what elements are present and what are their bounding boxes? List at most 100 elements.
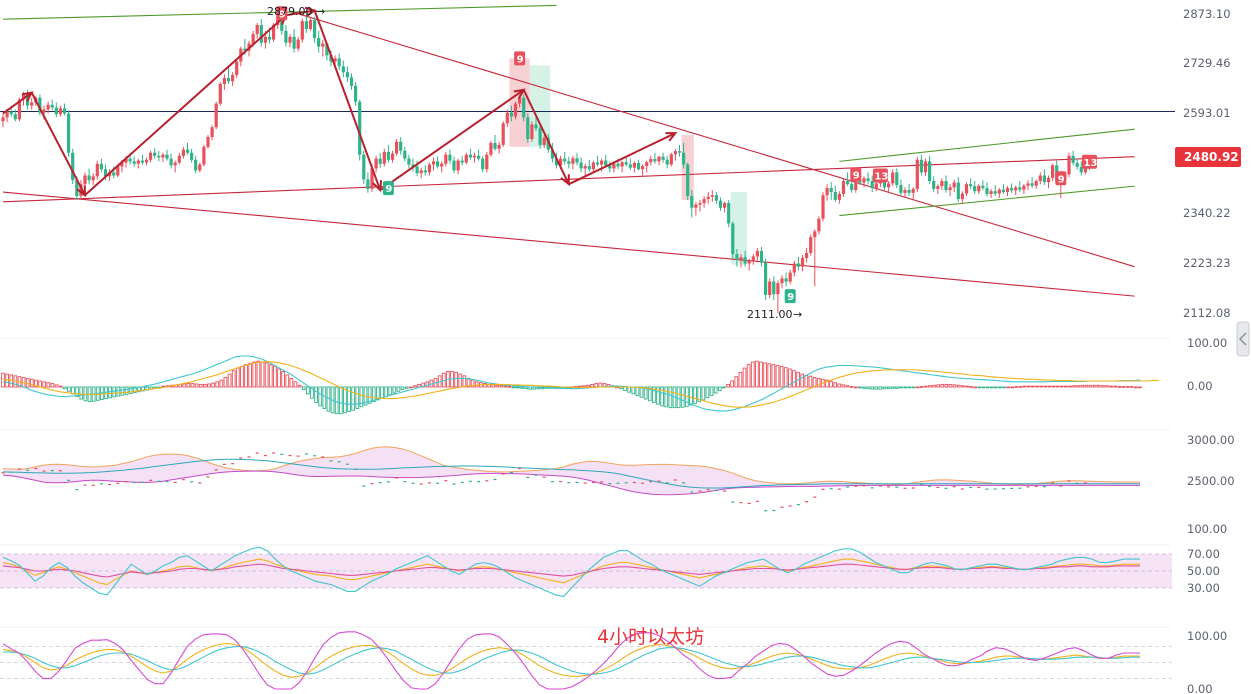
y-tick-label: 2729.46: [1183, 56, 1231, 70]
macd-bar-up: [1134, 386, 1138, 389]
candle-down: [87, 175, 91, 181]
y-tick-label: 70.00: [1187, 547, 1220, 561]
macd-bar-down: [322, 386, 327, 409]
macd-bar-down: [676, 386, 681, 409]
candle-up: [181, 149, 185, 156]
candle-up: [1038, 175, 1042, 182]
candle-down: [99, 163, 103, 170]
candle-up: [792, 263, 796, 273]
candle-down: [595, 162, 600, 165]
macd-bar-down: [371, 386, 376, 403]
macd-bar-down: [1002, 386, 1006, 389]
y-tick-label: 2223.23: [1183, 256, 1231, 270]
candle-up: [940, 181, 944, 187]
candle-down: [636, 162, 641, 170]
candle-down: [550, 149, 554, 159]
candle-up: [809, 237, 813, 253]
candle-down: [686, 164, 690, 196]
macd-bar-down: [334, 386, 339, 415]
macd-bar-up: [944, 383, 949, 388]
rsi-series-line: [2, 546, 1140, 598]
candle-up: [649, 159, 653, 163]
macd-bar-up: [1022, 385, 1027, 388]
candle-down: [386, 151, 390, 160]
candle-down: [944, 181, 948, 191]
candle-down: [354, 85, 358, 102]
candle-up: [288, 36, 292, 43]
macd-bar-up: [1072, 385, 1076, 388]
scrollbar-thumb[interactable]: [1236, 321, 1250, 357]
candle-down: [796, 263, 800, 267]
candle-up: [58, 108, 62, 115]
candle-up: [645, 162, 649, 167]
macd-bar-down: [305, 386, 310, 395]
candle-down: [653, 159, 657, 162]
macd-bar-down: [396, 386, 401, 392]
candle-up: [489, 142, 493, 155]
y-tick-label: 2112.08: [1183, 306, 1231, 320]
candle-up: [1005, 188, 1010, 193]
candle-down: [345, 72, 349, 78]
macd-bar-down: [347, 386, 351, 412]
candle-down: [468, 154, 472, 158]
candle-down: [415, 166, 419, 174]
candle-up: [874, 183, 878, 189]
candle-down: [554, 158, 559, 166]
macd-bar-up: [421, 382, 426, 388]
macd-bar-up: [1014, 386, 1019, 388]
macd-bar-up: [750, 361, 755, 388]
macd-bar-up: [837, 383, 842, 388]
macd-bar-up: [1039, 385, 1043, 388]
macd-bar-up: [1088, 384, 1093, 388]
candle-down: [267, 36, 272, 40]
macd-bar-down: [639, 386, 644, 398]
macd-bar-up: [825, 379, 829, 388]
candle-down: [378, 158, 382, 164]
y-tick-label: 100.00: [1187, 522, 1227, 536]
candle-down: [337, 58, 341, 67]
current-price-label: 2480.92: [1184, 150, 1239, 164]
macd-bar-up: [800, 373, 805, 388]
candle-down: [846, 181, 850, 185]
macd-bar-up: [965, 385, 969, 388]
scrollbar-handle[interactable]: [1236, 321, 1250, 357]
macd-bar-up: [491, 384, 496, 388]
macd-bar-down: [124, 386, 129, 395]
macd-bar-down: [112, 386, 117, 398]
high-price-label: 2879.00: [267, 5, 313, 18]
candle-up: [136, 160, 140, 164]
macd-bar-down: [981, 386, 986, 389]
macd-bar-up: [1055, 385, 1060, 388]
candle-down: [714, 195, 718, 201]
candle-up: [30, 102, 34, 106]
macd-bar-up: [470, 379, 475, 388]
macd-bar-up: [771, 364, 776, 388]
macd-bar-up: [1129, 386, 1134, 388]
macd-panel: [1, 355, 1159, 415]
candle-up: [821, 195, 825, 219]
macd-bar-up: [408, 386, 413, 389]
macd-bar-up: [1068, 385, 1072, 388]
low-price-arrow: →: [793, 308, 802, 321]
macd-bar-down: [367, 386, 372, 404]
candle-down: [436, 161, 440, 167]
candle-up: [321, 43, 325, 47]
candle-up: [542, 137, 546, 145]
candle-down: [604, 160, 608, 166]
rsi-panel: [0, 546, 1172, 598]
macd-bar-down: [310, 386, 314, 399]
macd-bar-down: [862, 386, 866, 389]
candle-down: [882, 179, 887, 188]
bollinger-lower-line: [2, 470, 1140, 496]
macd-bar-up: [808, 375, 813, 388]
macd-bar-down: [890, 386, 895, 389]
candle-down: [362, 154, 366, 180]
macd-bar-up: [273, 365, 277, 388]
candle-up: [673, 151, 677, 155]
candle-up: [1014, 187, 1018, 191]
macd-bar-down: [132, 386, 137, 394]
macd-bar-up: [923, 385, 928, 388]
candle-up: [997, 189, 1001, 194]
chevron-left-icon[interactable]: [1238, 332, 1247, 346]
